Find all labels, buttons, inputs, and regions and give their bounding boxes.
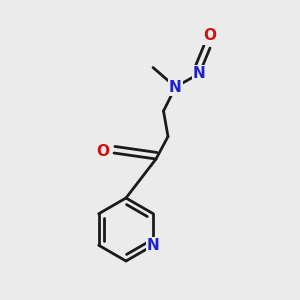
- Text: O: O: [203, 28, 217, 44]
- Text: N: N: [193, 66, 206, 81]
- Text: N: N: [147, 238, 160, 253]
- Text: O: O: [96, 144, 109, 159]
- Text: N: N: [169, 80, 182, 94]
